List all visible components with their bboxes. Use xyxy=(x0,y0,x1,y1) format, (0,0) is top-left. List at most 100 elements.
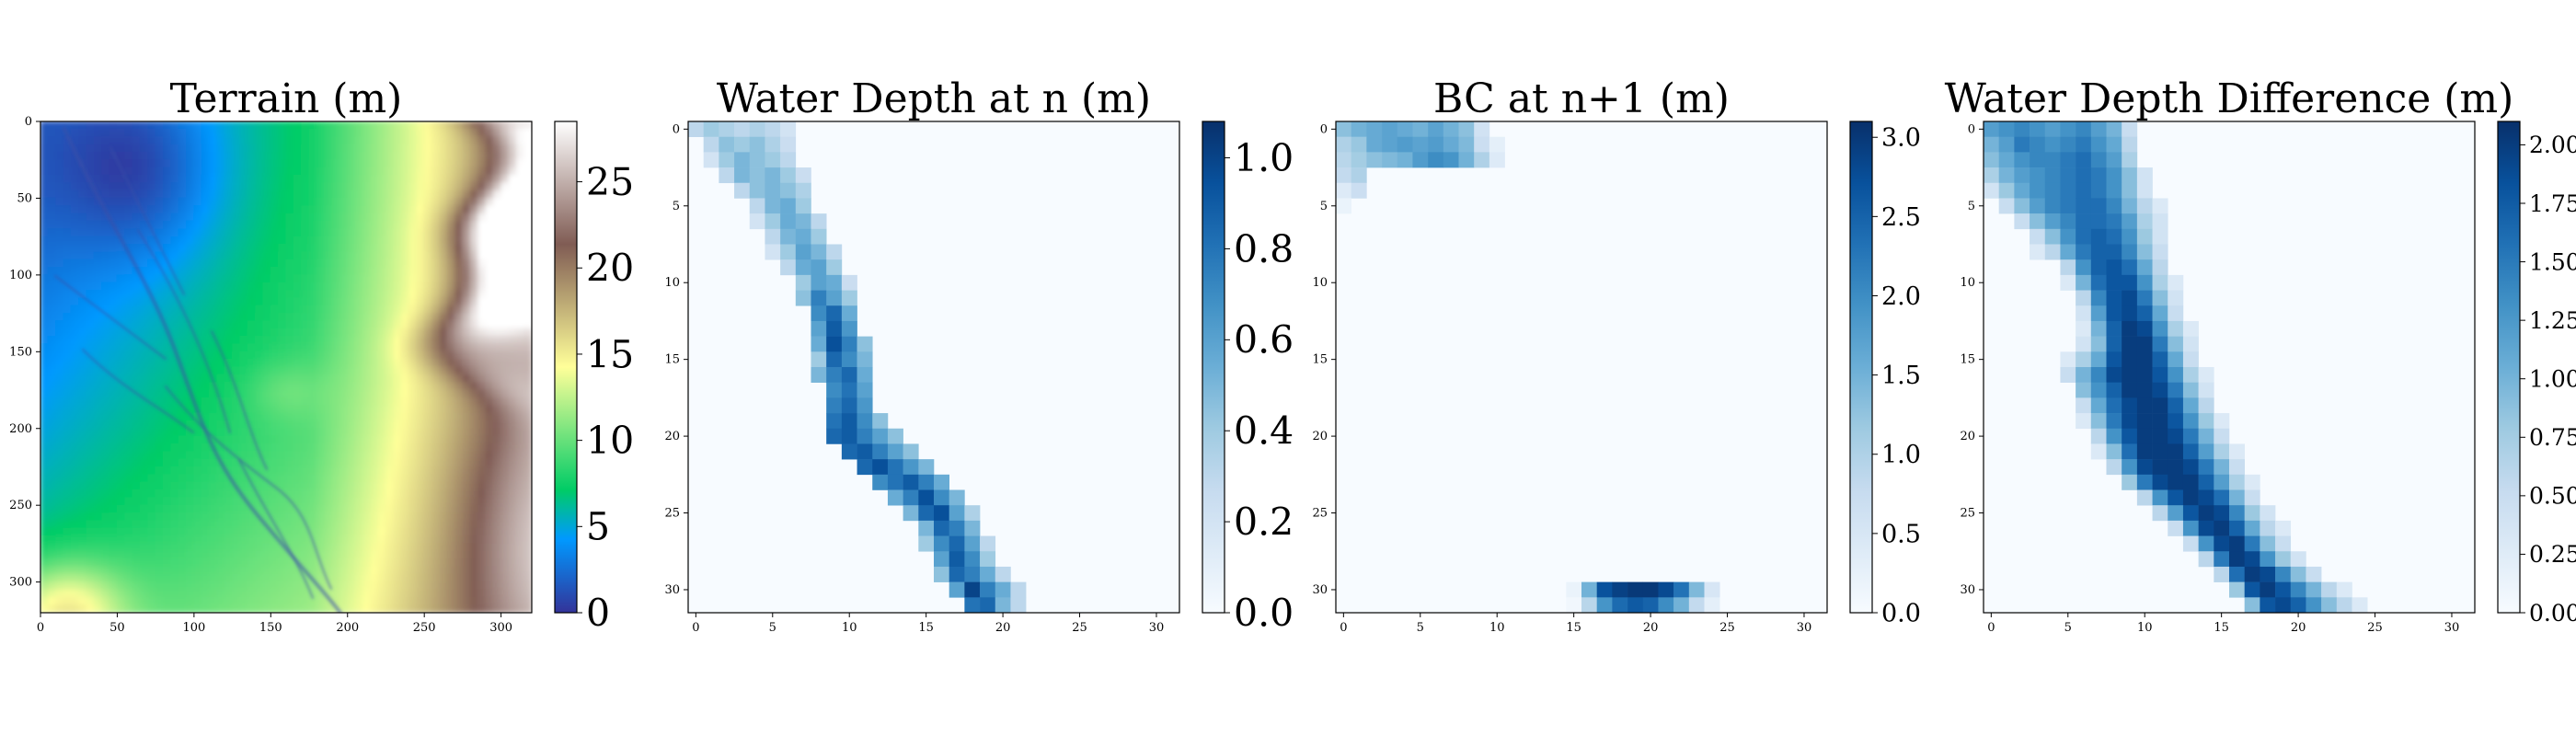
terrain-cell xyxy=(354,182,363,191)
terrain-cell xyxy=(139,351,149,361)
terrain-cell xyxy=(216,320,225,329)
terrain-cell xyxy=(78,543,87,552)
terrain-cell xyxy=(454,228,464,237)
terrain-cell xyxy=(515,167,525,176)
terrain-cell xyxy=(216,512,225,522)
terrain-cell xyxy=(70,412,80,421)
terrain-cell xyxy=(523,589,532,598)
terrain-cell xyxy=(178,228,188,237)
terrain-cell xyxy=(270,228,280,237)
terrain-cell xyxy=(362,374,372,384)
terrain-cell xyxy=(400,128,409,138)
terrain-cell xyxy=(193,144,202,153)
terrain-cell xyxy=(446,497,456,506)
heatmap-cell xyxy=(2060,152,2076,168)
terrain-cell xyxy=(500,274,510,283)
terrain-cell xyxy=(462,512,471,522)
terrain-cell xyxy=(439,596,448,606)
terrain-cell xyxy=(508,412,517,421)
y-tick-label: 5 xyxy=(1320,200,1328,213)
terrain-cell xyxy=(477,443,487,453)
terrain-cell xyxy=(193,336,202,345)
terrain-cell xyxy=(270,359,280,368)
x-tick-label: 25 xyxy=(1719,621,1735,635)
terrain-cell xyxy=(301,190,310,199)
terrain-cell xyxy=(439,359,448,368)
heatmap-cell xyxy=(795,198,811,214)
terrain-cell xyxy=(201,282,211,292)
terrain-cell xyxy=(101,420,110,430)
terrain-cell xyxy=(362,596,372,606)
terrain-cell xyxy=(216,581,225,591)
terrain-cell xyxy=(354,389,363,398)
terrain-cell xyxy=(201,259,211,269)
heatmap-cell xyxy=(841,336,857,352)
terrain-cell xyxy=(515,313,525,322)
terrain-cell xyxy=(308,543,317,552)
terrain-cell xyxy=(47,282,57,292)
terrain-cell xyxy=(446,589,456,598)
terrain-cell xyxy=(40,343,49,352)
terrain-cell xyxy=(308,481,317,490)
heatmap-cell xyxy=(2152,459,2168,476)
heatmap-cell xyxy=(2122,274,2138,291)
terrain-cell xyxy=(316,320,326,329)
terrain-cell xyxy=(308,389,317,398)
terrain-cell xyxy=(147,451,156,460)
terrain-cell xyxy=(270,320,280,329)
terrain-cell xyxy=(93,297,103,306)
terrain-cell xyxy=(454,182,464,191)
terrain-cell xyxy=(446,190,456,199)
terrain-cell xyxy=(163,128,172,138)
terrain-cell xyxy=(101,412,110,421)
terrain-cell xyxy=(293,174,303,184)
terrain-cell xyxy=(469,121,479,130)
terrain-cell xyxy=(186,397,195,407)
terrain-cell xyxy=(331,267,340,276)
terrain-cell xyxy=(416,581,425,591)
terrain-cell xyxy=(308,290,317,299)
terrain-cell xyxy=(116,205,126,214)
terrain-cell xyxy=(239,451,248,460)
heatmap-cell xyxy=(2106,443,2122,460)
terrain-cell xyxy=(439,328,448,338)
terrain-cell xyxy=(485,489,494,499)
terrain-cell xyxy=(124,259,133,269)
terrain-cell xyxy=(285,297,294,306)
terrain-cell xyxy=(462,190,471,199)
terrain-cell xyxy=(93,366,103,375)
terrain-cell xyxy=(109,313,118,322)
terrain-cell xyxy=(209,128,218,138)
terrain-cell xyxy=(163,197,172,207)
terrain-cell xyxy=(301,497,310,506)
terrain-cell xyxy=(477,397,487,407)
terrain-cell xyxy=(293,259,303,269)
terrain-cell xyxy=(78,466,87,476)
terrain-cell xyxy=(324,182,333,191)
terrain-cell xyxy=(508,435,517,444)
heatmap-cell xyxy=(749,152,765,168)
terrain-cell xyxy=(139,359,149,368)
terrain-cell xyxy=(523,481,532,490)
terrain-cell xyxy=(324,274,333,283)
terrain-cell xyxy=(116,527,126,537)
terrain-cell xyxy=(331,244,340,253)
terrain-cell xyxy=(178,205,188,214)
terrain-cell xyxy=(55,520,64,529)
terrain-cell xyxy=(492,136,502,145)
terrain-cell xyxy=(508,290,517,299)
terrain-cell xyxy=(331,374,340,384)
terrain-cell xyxy=(446,205,456,214)
terrain-cell xyxy=(163,382,172,391)
terrain-cell xyxy=(70,121,80,130)
terrain-cell xyxy=(370,596,379,606)
heatmap-cell xyxy=(1336,198,1351,214)
terrain-cell xyxy=(408,297,418,306)
terrain-cell xyxy=(362,443,372,453)
terrain-cell xyxy=(178,236,188,245)
terrain-cell xyxy=(370,550,379,560)
terrain-cell xyxy=(170,573,179,583)
y-tick-label: 15 xyxy=(1960,353,1975,367)
terrain-cell xyxy=(163,351,172,361)
heatmap-cell xyxy=(2136,320,2153,337)
